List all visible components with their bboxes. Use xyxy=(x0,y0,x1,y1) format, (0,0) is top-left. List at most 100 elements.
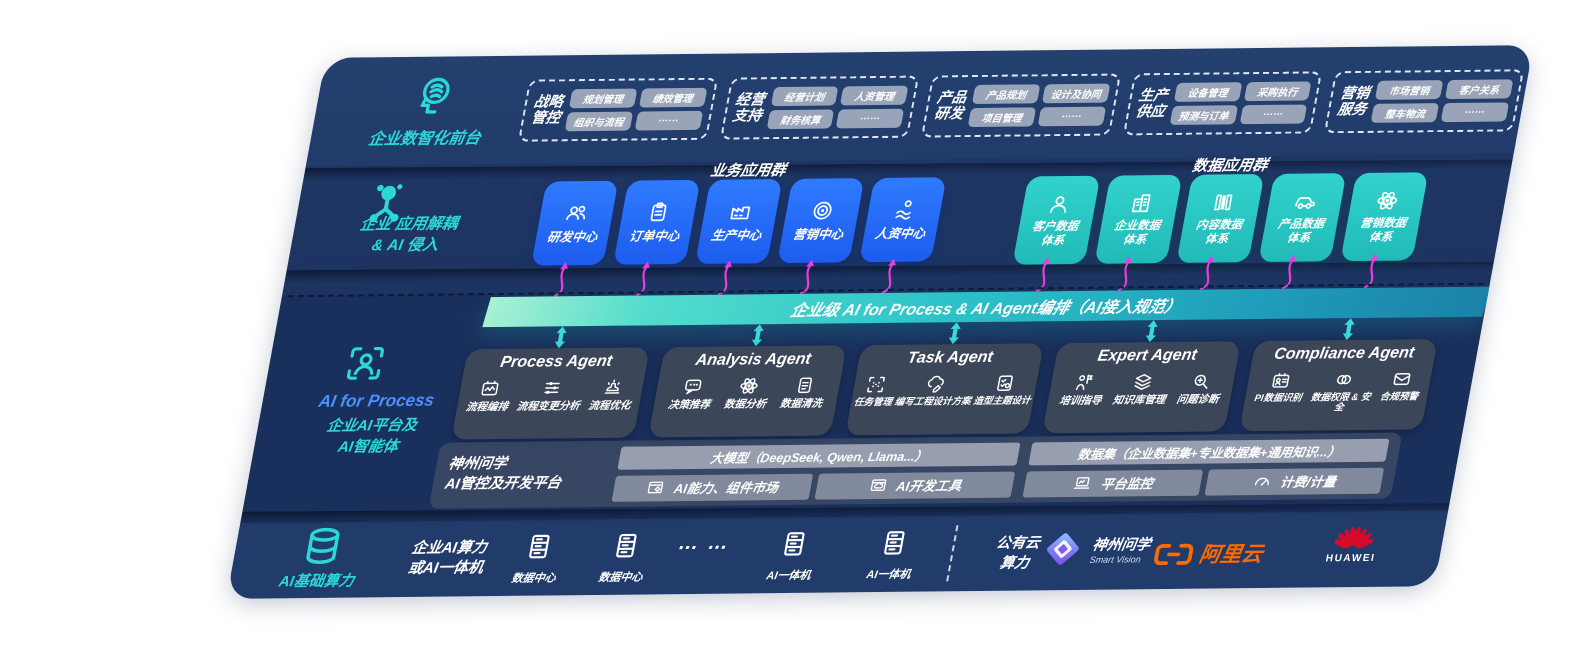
building-icon xyxy=(1127,191,1155,215)
scan-grid-icon xyxy=(864,374,889,395)
platform-panel: 神州问学 AI管控及开发平台 大模型（DeepSeek, Qwen, Llama.… xyxy=(428,432,1403,509)
szwx-diamond-logo xyxy=(1038,528,1088,571)
agent-item: 培训指导 xyxy=(1058,372,1107,408)
front-office-label: 企业数智化前台 xyxy=(366,130,483,149)
group-marketing-service: 营销 服务 市场营销 客户关系 整车物流 …… xyxy=(1324,69,1525,134)
group-product-rd: 产品 研发 产品规划 设计及协同 项目管理 …… xyxy=(921,73,1122,138)
chip: 整车物流 xyxy=(1371,103,1440,123)
aliyun-logo: 阿里云 xyxy=(1152,538,1266,569)
chip: 经营计划 xyxy=(770,86,839,107)
chip: 采购执行 xyxy=(1243,81,1312,102)
decoupling-label: 企业 应用解耦 & AI 侵入 xyxy=(358,215,460,255)
tile-enterprise-data: 企业数据 体系 xyxy=(1094,174,1183,264)
group-chips: 产品规划 设计及协同 项目管理 …… xyxy=(967,83,1111,128)
agent-item: 数据权限 & 安全 xyxy=(1308,369,1376,415)
node-datacenter-1: 数据中心 xyxy=(502,529,572,586)
front-office-groups: 战略 管控 规划管理 绩效管理 组织与流程 …… 经营 支持 经营计划 人资管理 财… xyxy=(517,69,1525,142)
aliyun-bracket-icon xyxy=(1152,541,1195,566)
agent-item: 造型主题设计 xyxy=(972,372,1035,407)
group-title: 战略 管控 xyxy=(529,94,565,127)
card-analysis-agent: Analysis Agent 决策推荐 数据分析 数据清洗 xyxy=(648,345,847,438)
agent-item: PI数据识别 xyxy=(1253,370,1306,405)
chip-ai-dev-tools: AI开发工具 xyxy=(814,471,1016,500)
tile-rd-center: 研发中心 xyxy=(531,180,619,266)
group-strategy: 战略 管控 规划管理 绩效管理 组织与流程 …… xyxy=(517,77,718,142)
chip: 绩效管理 xyxy=(638,87,708,108)
agent-item: 流程编排 xyxy=(465,378,514,414)
huawei-logo: HUAWEI xyxy=(1315,525,1392,565)
dataset-column: 数据集（企业数据集+专业数据集+通用知识...） 平台监控 计费/计量 xyxy=(1022,438,1390,498)
model-bar: 大模型（DeepSeek, Qwen, Llama...） xyxy=(617,442,1022,470)
group-production-supply: 生产 供应 设备管理 采购执行 预测与订单 …… xyxy=(1122,71,1323,136)
group-chips: 市场营销 客户关系 整车物流 …… xyxy=(1371,79,1514,123)
users-icon xyxy=(562,201,590,225)
business-tiles: 研发中心 订单中心 生产中心 营销中心 人资中心 xyxy=(531,177,947,266)
node-ai-appliance-2: AI一体机 xyxy=(857,526,927,583)
tile-marketing-data: 营销数据 体系 xyxy=(1340,172,1429,262)
waveform-box-icon xyxy=(478,378,503,399)
clipboard-icon xyxy=(644,200,672,224)
chip: …… xyxy=(836,108,905,129)
mail-icon xyxy=(1390,368,1415,389)
node-datacenter-2: 数据中心 xyxy=(589,528,659,585)
atom-icon xyxy=(1373,189,1401,213)
columns-icon xyxy=(1209,191,1237,215)
agent-item: 任务管理 xyxy=(853,374,897,409)
group-title: 生产 供应 xyxy=(1134,87,1170,121)
chip: 设备管理 xyxy=(1173,82,1242,102)
card-task-agent: Task Agent 任务管理 编写工程设计方案 造型主题设计 xyxy=(845,343,1044,436)
person-run-icon xyxy=(890,198,918,222)
magnifier-icon xyxy=(1189,371,1214,392)
agent-item: 流程变更分析 xyxy=(515,377,585,413)
server-icon xyxy=(776,527,812,561)
chat-icon xyxy=(680,376,705,397)
group-chips: 设备管理 采购执行 预测与订单 …… xyxy=(1169,81,1312,125)
chip: 人资管理 xyxy=(840,85,909,106)
monitor-icon xyxy=(1071,474,1093,493)
card-expert-agent: Expert Agent 培训指导 知识库管理 问题诊断 xyxy=(1042,341,1241,434)
ai-for-process-label: AI for Process xyxy=(317,390,436,411)
document-icon xyxy=(792,375,817,396)
diagram-canvas: 企业数智化前台 战略 管控 规划管理 绩效管理 组织与流程 …… 经营 支持 经营计… xyxy=(226,45,1534,599)
chip: 产品规划 xyxy=(972,84,1041,105)
cloud-pen-icon xyxy=(924,373,949,394)
agent-item: 决策推荐 xyxy=(667,376,716,412)
huawei-flower-icon xyxy=(1333,525,1376,553)
agent-item: 流程优化 xyxy=(587,377,636,413)
card-compliance-agent: Compliance Agent PI数据识别 数据权限 & 安全 合规预警 xyxy=(1239,339,1438,432)
card-process-agent: Process Agent 流程编排 流程变更分析 流程优化 xyxy=(451,347,650,440)
double-arrow-icon xyxy=(1338,318,1360,340)
tile-content-data: 内容数据 体系 xyxy=(1176,173,1265,263)
tile-customer-data: 客户数据 体系 xyxy=(1012,175,1101,265)
chip-billing-metering: 计费/计量 xyxy=(1204,467,1385,496)
agent-item: 编写工程设计方案 xyxy=(894,373,976,408)
group-title: 营销 服务 xyxy=(1335,85,1371,119)
sliders-icon xyxy=(539,377,564,398)
node-ai-appliance-1: AI一体机 xyxy=(757,527,827,584)
divider-dashed xyxy=(946,525,959,582)
data-tiles: 客户数据 体系 企业数据 体系 内容数据 体系 产品数据 体系 营销数据 体系 xyxy=(1012,172,1429,265)
group-title: 经营 支持 xyxy=(731,91,767,125)
tile-production-center: 生产中心 xyxy=(695,179,783,264)
model-column: 大模型（DeepSeek, Qwen, Llama...） AI能力、组件市场 … xyxy=(611,442,1022,502)
linked-rings-icon xyxy=(1332,369,1357,390)
agent-item: 数据清洗 xyxy=(779,375,828,411)
stamp-spark-icon xyxy=(600,377,625,398)
server-icon xyxy=(876,526,912,560)
agent-item: 数据分析 xyxy=(723,375,772,411)
chip: 财务核算 xyxy=(766,109,835,130)
tile-marketing-center: 营销中心 xyxy=(777,178,865,264)
chip: 规划管理 xyxy=(568,88,638,109)
id-card-icon xyxy=(1269,370,1294,391)
layers-icon xyxy=(1130,371,1155,392)
double-arrow-icon xyxy=(944,322,966,344)
target-icon xyxy=(808,199,836,223)
agent-item: 知识库管理 xyxy=(1112,371,1171,407)
person-scan-icon xyxy=(339,341,391,386)
szwx-logo: 神州问学 Smart Vision xyxy=(1038,527,1154,570)
teach-flag-icon xyxy=(1071,372,1096,393)
chip: 预测与订单 xyxy=(1169,105,1238,125)
window-gear-icon xyxy=(645,478,667,497)
tile-hr-center: 人资中心 xyxy=(859,177,947,263)
